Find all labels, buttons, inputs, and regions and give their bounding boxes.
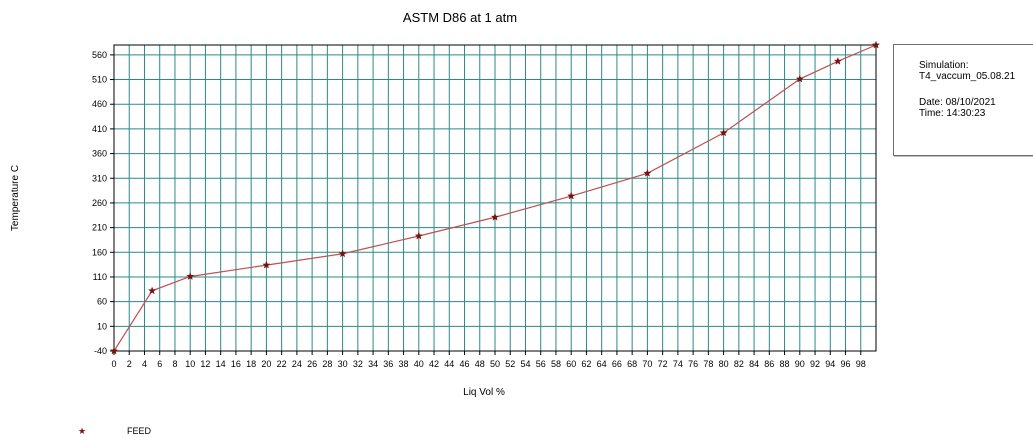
x-tick-label: 50 <box>490 359 500 369</box>
x-tick-label: 74 <box>673 359 683 369</box>
x-tick-label: 16 <box>231 359 241 369</box>
simulation-time: Time: 14:30:23 <box>919 108 986 119</box>
y-axis-title: Temperature C <box>10 165 21 231</box>
y-tick-label: 60 <box>97 297 107 307</box>
x-tick-label: 34 <box>368 359 378 369</box>
x-tick-label: 44 <box>444 359 454 369</box>
x-tick-label: 22 <box>277 359 287 369</box>
x-tick-label: 26 <box>307 359 317 369</box>
y-tick-label: 10 <box>97 321 107 331</box>
y-tick-label: 510 <box>92 75 107 85</box>
data-point <box>338 249 347 258</box>
y-tick-label: 460 <box>92 99 107 109</box>
x-axis-title: Liq Vol % <box>463 387 505 398</box>
chart-title: ASTM D86 at 1 atm <box>403 10 517 25</box>
legend-star-icon: ★ <box>78 426 87 436</box>
x-tick-label: 30 <box>338 359 348 369</box>
data-point <box>147 286 157 295</box>
x-tick-label: 92 <box>810 359 820 369</box>
x-tick-label: 86 <box>764 359 774 369</box>
x-tick-label: 82 <box>734 359 744 369</box>
x-tick-label: 6 <box>157 359 162 369</box>
x-tick-label: 58 <box>551 359 561 369</box>
x-tick-label: 10 <box>185 359 195 369</box>
x-tick-label: 40 <box>414 359 424 369</box>
data-point <box>833 56 843 65</box>
x-tick-label: 24 <box>292 359 302 369</box>
simulation-name: T4_vaccum_05.08.21 <box>919 71 1016 82</box>
y-axis: 560 510 460 410 360 310 260 210 160 110 60 10 -40 <box>92 50 114 356</box>
x-tick-label: 96 <box>841 359 851 369</box>
x-tick-label: 76 <box>688 359 698 369</box>
data-point <box>414 231 423 240</box>
x-tick-label: 90 <box>795 359 805 369</box>
data-point <box>186 272 195 280</box>
x-tick-label: 64 <box>597 359 607 369</box>
simulation-info-box: Simulation: T4_vaccum_05.08.21 Date: 08/… <box>893 44 1033 156</box>
x-tick-label: 32 <box>353 359 363 369</box>
x-tick-label: 94 <box>825 359 835 369</box>
x-tick-label: 14 <box>216 359 226 369</box>
x-tick-label: 4 <box>142 359 147 369</box>
x-tick-label: 36 <box>383 359 393 369</box>
x-tick-label: 38 <box>399 359 409 369</box>
y-tick-label: 260 <box>92 198 107 208</box>
x-tick-label: 88 <box>780 359 790 369</box>
x-tick-label: 8 <box>172 359 177 369</box>
x-tick-label: 60 <box>566 359 576 369</box>
x-axis: 0 2 4 6 8 10 12 14 16 18 20 22 24 26 28 30 32 34 36 38 40 42 4… <box>111 351 866 369</box>
y-tick-label: 410 <box>92 124 107 134</box>
data-point <box>795 74 804 83</box>
grid <box>113 45 876 352</box>
x-tick-label: 2 <box>127 359 132 369</box>
y-tick-label: 110 <box>93 272 107 282</box>
data-point <box>719 128 728 137</box>
x-tick-label: 84 <box>749 359 759 369</box>
x-tick-label: 56 <box>536 359 546 369</box>
x-tick-label: 78 <box>703 359 713 369</box>
data-point <box>262 260 271 269</box>
data-point <box>643 168 652 177</box>
x-tick-label: 54 <box>520 359 530 369</box>
series-feed <box>109 40 881 355</box>
x-tick-label: 70 <box>642 359 652 369</box>
x-tick-label: 48 <box>475 359 485 369</box>
x-tick-label: 80 <box>719 359 729 369</box>
y-tick-label: 360 <box>92 149 107 159</box>
x-tick-label: 98 <box>856 359 866 369</box>
x-tick-label: 62 <box>581 359 591 369</box>
x-tick-label: 66 <box>612 359 622 369</box>
x-tick-label: 18 <box>246 359 256 369</box>
data-point <box>109 346 119 355</box>
simulation-label: Simulation: <box>919 60 969 71</box>
y-tick-label: 560 <box>92 50 107 60</box>
data-point <box>871 40 881 49</box>
x-tick-label: 72 <box>658 359 668 369</box>
y-tick-label: 310 <box>92 173 107 183</box>
x-tick-label: 42 <box>429 359 439 369</box>
y-tick-label: 210 <box>92 223 107 233</box>
y-tick-label: -40 <box>94 346 107 356</box>
x-tick-label: 12 <box>200 359 210 369</box>
data-point <box>490 212 500 221</box>
data-point <box>567 191 576 200</box>
x-tick-label: 28 <box>322 359 332 369</box>
x-tick-label: 52 <box>505 359 515 369</box>
simulation-date: Date: 08/10/2021 <box>919 97 996 108</box>
x-tick-label: 0 <box>111 359 116 369</box>
x-tick-label: 46 <box>460 359 470 369</box>
legend-label: FEED <box>127 426 152 436</box>
x-tick-label: 20 <box>261 359 271 369</box>
y-tick-label: 160 <box>92 247 107 257</box>
x-tick-label: 68 <box>627 359 637 369</box>
